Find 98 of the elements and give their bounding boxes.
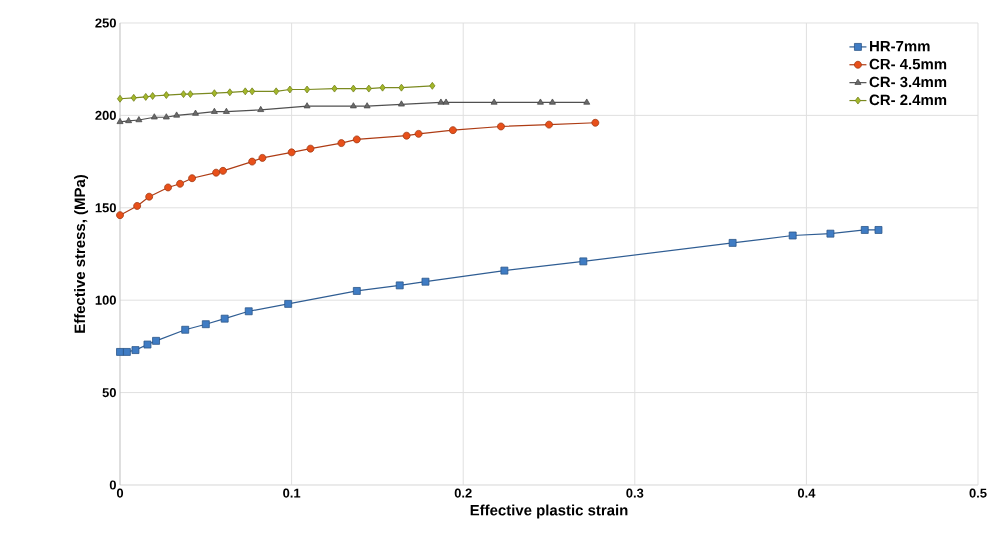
point (133, 202, 142, 210)
point (497, 122, 505, 131)
point (188, 174, 196, 183)
point (395, 281, 404, 290)
point (304, 85, 311, 94)
x-tick-label: 0.5 (969, 488, 987, 498)
point (337, 139, 346, 147)
point (122, 348, 131, 356)
point (437, 98, 445, 105)
point (226, 88, 233, 97)
point (180, 90, 187, 99)
point (350, 84, 357, 93)
point (398, 100, 405, 107)
x-tick-label: 0.1 (283, 488, 301, 498)
x-axis-title: Effective plastic strain (470, 504, 628, 519)
y-tick-label: 0 (109, 480, 116, 490)
point (379, 83, 386, 92)
point (331, 84, 338, 93)
point (414, 129, 423, 138)
point (211, 89, 218, 98)
point (258, 154, 267, 162)
point (244, 307, 253, 316)
point (116, 211, 124, 220)
point (143, 340, 152, 349)
point (257, 105, 265, 112)
point (303, 102, 311, 109)
point (187, 90, 194, 99)
point (352, 287, 361, 295)
point (874, 226, 883, 234)
point (219, 166, 227, 175)
point (176, 179, 184, 188)
point (398, 83, 405, 92)
point (349, 102, 357, 109)
point (449, 126, 457, 135)
point (284, 300, 293, 308)
point (181, 325, 190, 334)
point (248, 157, 257, 166)
point (860, 226, 869, 234)
point (363, 102, 371, 109)
x-tick-label: 0 (116, 488, 124, 498)
point (222, 107, 230, 114)
point (490, 98, 498, 105)
point (365, 84, 372, 93)
y-tick-label: 200 (95, 110, 116, 120)
point (728, 239, 737, 247)
point (135, 116, 143, 123)
point (429, 81, 436, 90)
point (220, 314, 229, 323)
point (116, 117, 124, 124)
point (131, 346, 140, 354)
point (500, 266, 509, 275)
y-tick-label: 50 (102, 388, 116, 398)
x-tick-label: 0.4 (797, 488, 816, 498)
point (117, 94, 124, 103)
point (130, 93, 137, 102)
legend-label: CR- 4.5mm (869, 58, 947, 70)
point (164, 183, 172, 192)
y-tick-label: 150 (95, 203, 116, 213)
point (116, 348, 124, 356)
point (306, 144, 315, 153)
point (421, 277, 430, 286)
point (162, 113, 170, 120)
point (142, 93, 149, 101)
y-tick-label: 100 (95, 295, 116, 305)
legend-label: CR- 2.4mm (869, 94, 947, 106)
point (125, 117, 133, 124)
point (242, 87, 249, 96)
point (249, 87, 256, 96)
point (152, 336, 160, 345)
y-tick-label: 250 (95, 18, 116, 28)
point (352, 135, 361, 144)
point (212, 168, 220, 177)
point (149, 92, 156, 100)
point (402, 131, 411, 140)
point (826, 229, 835, 238)
point (286, 85, 293, 94)
legend-label: HR-7mm (870, 41, 930, 52)
point (273, 87, 280, 96)
point (591, 118, 600, 127)
point (150, 113, 158, 120)
point (201, 320, 210, 329)
x-tick-label: 0.2 (454, 488, 472, 498)
point (287, 148, 296, 157)
legend-label: CR- 3.4mm (869, 76, 947, 88)
point (583, 98, 591, 105)
point (192, 109, 199, 116)
y-axis-title: Effective stress, (MPa) (74, 175, 89, 333)
point (442, 98, 450, 105)
point (210, 107, 218, 114)
point (173, 111, 181, 118)
point (145, 192, 154, 201)
point (537, 98, 544, 105)
point (549, 98, 556, 105)
point (579, 257, 588, 266)
x-tick-label: 0.3 (626, 488, 644, 498)
point (545, 120, 553, 129)
point (163, 91, 170, 99)
point (788, 231, 797, 240)
